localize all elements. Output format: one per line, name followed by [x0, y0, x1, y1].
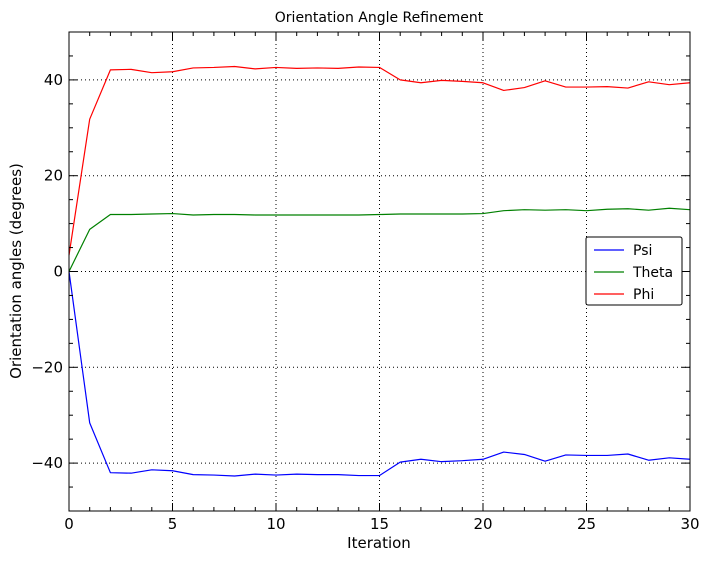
x-axis-label: Iteration: [347, 534, 411, 552]
x-tick-label: 30: [680, 515, 699, 533]
legend-label-phi: Phi: [633, 287, 654, 303]
legend: Psi Theta Phi: [585, 236, 683, 306]
x-tick-label: 20: [473, 515, 492, 533]
legend-box: [585, 236, 683, 306]
tick-labels: 0 5 10 15 20 25 30 −40 −20 0 20 40: [31, 71, 699, 533]
x-tick-label: 25: [577, 515, 596, 533]
y-tick-label: −20: [31, 358, 63, 376]
legend-label-theta: Theta: [632, 265, 673, 281]
y-tick-label: 0: [53, 263, 63, 281]
axis-ticks: [68, 31, 691, 512]
legend-label-psi: Psi: [633, 243, 652, 259]
x-tick-label: 0: [64, 515, 74, 533]
y-tick-label: 20: [44, 167, 63, 185]
series-line-phi: [68, 65, 691, 256]
x-tick-label: 15: [370, 515, 389, 533]
series-line-psi: [68, 271, 691, 477]
x-tick-label: 5: [168, 515, 178, 533]
y-tick-label: 40: [44, 71, 63, 89]
y-axis-label: Orientation angles (degrees): [7, 163, 25, 379]
series-lines: [68, 65, 691, 477]
x-tick-label: 10: [266, 515, 285, 533]
chart-title: Orientation Angle Refinement: [275, 10, 484, 26]
series-line-theta: [68, 207, 691, 272]
y-tick-label: −40: [31, 454, 63, 472]
